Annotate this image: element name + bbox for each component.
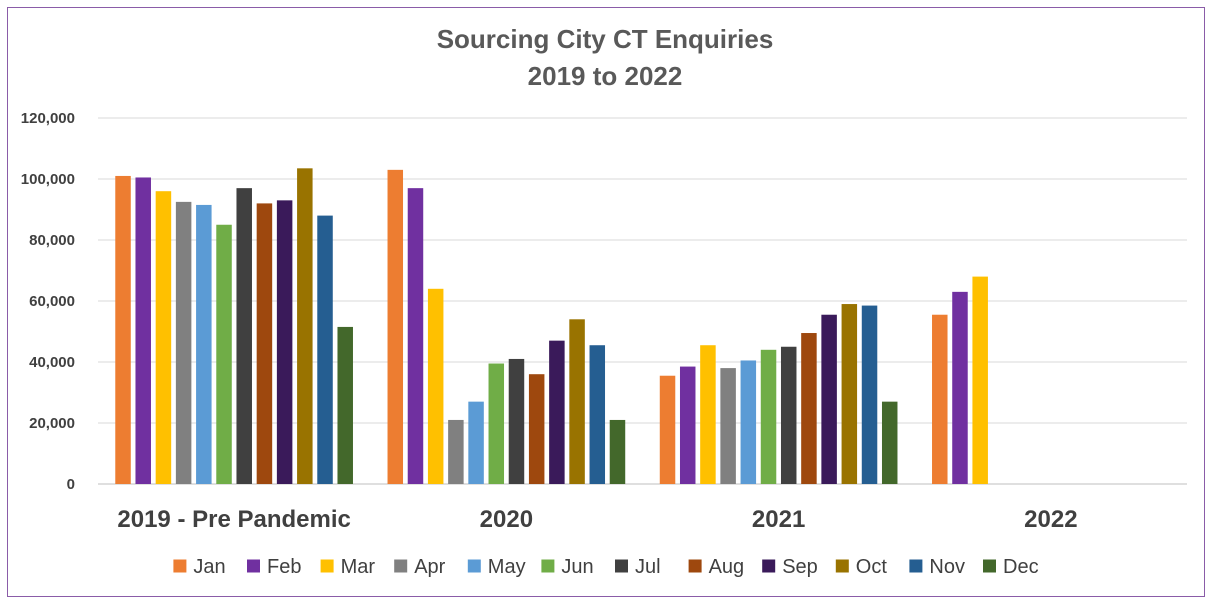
x-category-label: 2022 xyxy=(1024,506,1077,533)
legend-swatch-mar xyxy=(320,559,334,573)
y-tick-label: 40,000 xyxy=(29,354,75,371)
bar-jun-1 xyxy=(488,363,505,484)
bar-nov-1 xyxy=(589,345,606,484)
bar-feb-3 xyxy=(952,291,968,484)
y-tick-label: 80,000 xyxy=(29,232,75,249)
bar-apr-0 xyxy=(175,201,192,484)
legend: Jan Feb Mar Apr May Jun Jul Aug Sep Oct Nov Dec xyxy=(173,556,1039,578)
legend-label-jul: Jul xyxy=(635,556,661,578)
bar-sep-1 xyxy=(549,340,565,484)
y-tick-label: 60,000 xyxy=(29,293,75,310)
bar-jan-0 xyxy=(115,175,131,484)
x-axis: 2019 - Pre Pandemic 2020 2021 2022 xyxy=(117,506,1077,533)
legend-swatch-jul xyxy=(615,559,628,573)
bar-feb-0 xyxy=(135,177,151,484)
bar-jul-0 xyxy=(236,188,252,484)
legend-swatch-feb xyxy=(247,559,260,573)
y-tick-label: 0 xyxy=(67,476,75,493)
legend-label-aug: Aug xyxy=(709,556,745,578)
legend-label-dec: Dec xyxy=(1003,556,1039,578)
legend-label-apr: Apr xyxy=(414,556,445,578)
x-category-label: 2019 - Pre Pandemic xyxy=(117,506,350,533)
bar-nov-0 xyxy=(317,215,333,484)
bar-oct-0 xyxy=(297,168,313,484)
x-category-label: 2020 xyxy=(480,506,533,533)
bar-sep-0 xyxy=(276,200,293,484)
y-axis: 0 20,000 40,000 60,000 80,000 100,000 120,000 xyxy=(21,110,75,493)
bar-jan-1 xyxy=(387,169,404,484)
bars xyxy=(115,168,988,485)
bar-dec-1 xyxy=(609,419,626,484)
bar-mar-1 xyxy=(427,288,444,484)
legend-label-jun: Jun xyxy=(561,556,593,578)
bar-oct-1 xyxy=(569,319,585,484)
bar-feb-2 xyxy=(679,366,696,484)
legend-label-mar: Mar xyxy=(341,556,376,578)
legend-label-sep: Sep xyxy=(782,556,818,578)
bar-aug-0 xyxy=(256,203,273,484)
bar-jun-0 xyxy=(216,224,232,484)
bar-apr-1 xyxy=(448,419,464,484)
legend-swatch-apr xyxy=(394,559,408,573)
legend-swatch-nov xyxy=(909,559,923,573)
bar-sep-2 xyxy=(821,314,837,484)
legend-swatch-jan xyxy=(173,559,187,573)
legend-swatch-dec xyxy=(983,559,996,573)
bar-jan-3 xyxy=(932,314,948,484)
bar-apr-2 xyxy=(720,368,736,484)
bar-jan-2 xyxy=(659,375,676,484)
bar-dec-2 xyxy=(881,401,898,484)
bar-mar-0 xyxy=(155,191,172,484)
y-tick-label: 20,000 xyxy=(29,415,75,432)
legend-swatch-aug xyxy=(688,559,702,573)
bar-nov-2 xyxy=(861,305,878,484)
bar-dec-0 xyxy=(337,326,353,484)
bar-oct-2 xyxy=(841,304,858,484)
y-tick-label: 120,000 xyxy=(21,110,75,127)
legend-swatch-sep xyxy=(762,559,776,573)
legend-label-oct: Oct xyxy=(856,556,888,578)
bar-jul-2 xyxy=(780,346,797,484)
chart-title: Sourcing City CT Enquiries xyxy=(436,24,774,54)
y-tick-label: 100,000 xyxy=(21,171,75,188)
bar-jul-1 xyxy=(508,358,525,484)
legend-swatch-jun xyxy=(541,559,555,573)
legend-swatch-may xyxy=(467,559,481,573)
bar-aug-2 xyxy=(801,333,817,484)
bar-jun-2 xyxy=(760,349,777,484)
bar-may-0 xyxy=(196,204,212,485)
legend-swatch-oct xyxy=(835,559,849,573)
bar-mar-2 xyxy=(700,345,716,484)
chart-subtitle: 2019 to 2022 xyxy=(527,61,683,91)
bar-may-1 xyxy=(468,401,484,484)
legend-label-feb: Feb xyxy=(267,556,301,578)
legend-label-nov: Nov xyxy=(929,556,965,578)
bar-may-2 xyxy=(740,360,757,484)
legend-label-may: May xyxy=(488,556,526,578)
x-category-label: 2021 xyxy=(752,506,805,533)
bar-aug-1 xyxy=(528,374,545,484)
bar-feb-1 xyxy=(407,188,424,484)
bar-mar-3 xyxy=(972,276,988,484)
legend-label-jan: Jan xyxy=(193,556,225,578)
